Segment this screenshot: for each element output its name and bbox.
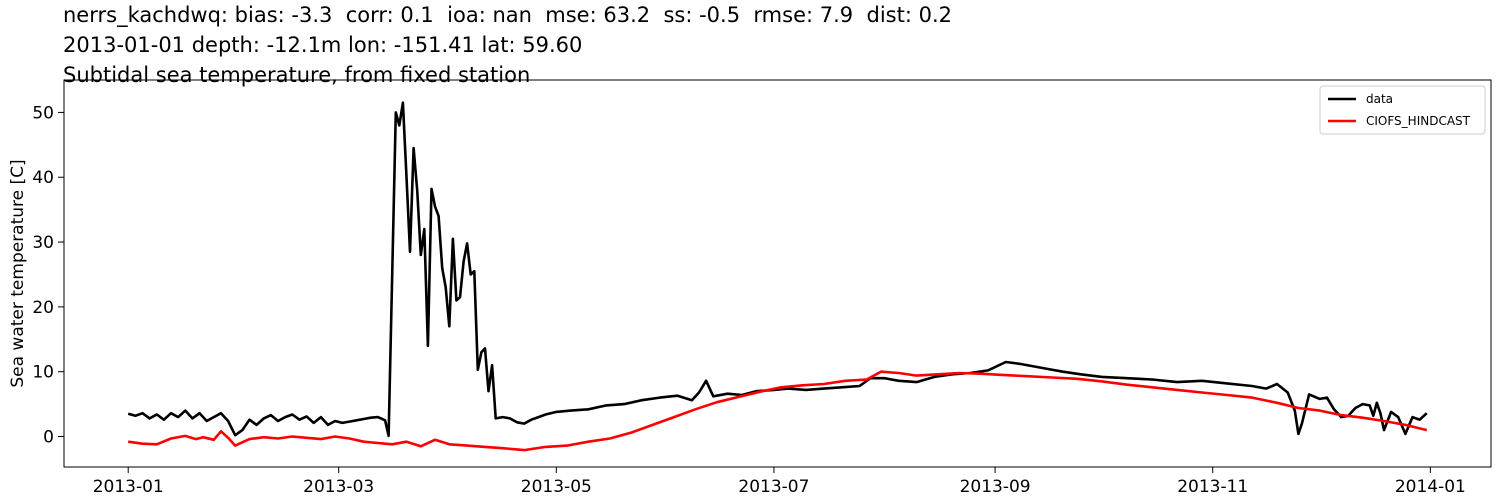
y-tick-label: 20	[32, 298, 54, 318]
chart-title-line-3: Subtidal sea temperature, from fixed sta…	[63, 63, 531, 87]
x-tick-label: 2013-05	[521, 477, 592, 497]
x-tick-label: 2013-09	[960, 477, 1031, 497]
series-line-data	[127, 101, 1428, 438]
legend-label: data	[1366, 92, 1393, 106]
chart-title-line-1: nerrs_kachdwq: bias: -3.3 corr: 0.1 ioa:…	[63, 3, 952, 27]
chart-title-block: nerrs_kachdwq: bias: -3.3 corr: 0.1 ioa:…	[63, 0, 952, 90]
chart-title-line-2: 2013-01-01 depth: -12.1m lon: -151.41 la…	[63, 33, 583, 57]
y-tick-label: 30	[32, 233, 54, 253]
plot-frame	[63, 79, 1492, 468]
x-tick-label: 2014-01	[1395, 477, 1466, 497]
y-tick-label: 40	[32, 168, 54, 188]
y-axis-label: Sea water temperature [C]	[8, 159, 28, 387]
y-tick-label: 50	[32, 103, 54, 123]
x-tick-label: 2013-11	[1177, 477, 1248, 497]
x-tick-label: 2013-01	[93, 477, 164, 497]
series-line-ciofs-hindcast	[128, 370, 1428, 452]
x-tick-label: 2013-07	[738, 477, 809, 497]
legend-box	[1319, 85, 1486, 135]
y-tick-label: 0	[43, 428, 54, 448]
y-tick-label: 10	[32, 363, 54, 383]
x-tick-label: 2013-03	[303, 477, 374, 497]
legend-label: CIOFS_HINDCAST	[1366, 114, 1471, 128]
